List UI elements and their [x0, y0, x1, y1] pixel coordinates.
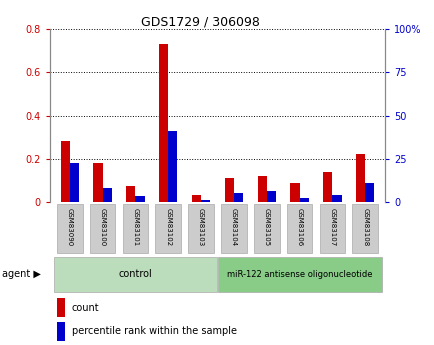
Title: GDS1729 / 306098: GDS1729 / 306098: [141, 15, 260, 28]
FancyBboxPatch shape: [122, 204, 148, 253]
Bar: [135, 196, 144, 202]
Text: GSM83108: GSM83108: [362, 208, 368, 246]
Text: control: control: [118, 269, 152, 279]
Bar: [266, 191, 275, 202]
Text: GSM83101: GSM83101: [132, 208, 138, 246]
Bar: [365, 184, 374, 202]
Bar: [69, 163, 79, 202]
Text: GSM83105: GSM83105: [263, 208, 269, 246]
Bar: [56, 298, 65, 317]
FancyBboxPatch shape: [89, 204, 115, 253]
Bar: [191, 195, 201, 202]
Text: GSM83107: GSM83107: [329, 208, 335, 246]
Bar: [56, 322, 65, 341]
Text: count: count: [72, 303, 99, 313]
FancyBboxPatch shape: [155, 204, 181, 253]
Bar: [332, 195, 341, 202]
FancyBboxPatch shape: [352, 204, 377, 253]
FancyBboxPatch shape: [286, 204, 312, 253]
Bar: [233, 193, 243, 202]
Bar: [201, 200, 210, 202]
FancyBboxPatch shape: [220, 204, 246, 253]
Bar: [126, 186, 135, 202]
FancyBboxPatch shape: [218, 257, 381, 292]
Text: GSM83104: GSM83104: [230, 208, 237, 246]
Bar: [168, 131, 177, 202]
FancyBboxPatch shape: [253, 204, 279, 253]
Text: miR-122 antisense oligonucleotide: miR-122 antisense oligonucleotide: [226, 270, 372, 279]
FancyBboxPatch shape: [54, 257, 216, 292]
Bar: [290, 184, 299, 202]
Bar: [60, 141, 69, 202]
Text: GSM83106: GSM83106: [296, 208, 302, 246]
Bar: [355, 155, 365, 202]
Bar: [102, 188, 112, 202]
Bar: [257, 176, 266, 202]
Bar: [93, 163, 102, 202]
Text: GSM83102: GSM83102: [165, 208, 171, 246]
Text: percentile rank within the sample: percentile rank within the sample: [72, 326, 236, 336]
FancyBboxPatch shape: [188, 204, 214, 253]
Bar: [159, 45, 168, 202]
FancyBboxPatch shape: [57, 204, 82, 253]
Text: GSM83100: GSM83100: [99, 208, 105, 246]
Text: agent ▶: agent ▶: [2, 269, 41, 279]
Bar: [299, 197, 308, 202]
Bar: [322, 172, 332, 202]
FancyBboxPatch shape: [319, 204, 345, 253]
Text: GSM83103: GSM83103: [197, 208, 204, 246]
Text: GSM83090: GSM83090: [66, 208, 72, 246]
Bar: [224, 178, 233, 202]
